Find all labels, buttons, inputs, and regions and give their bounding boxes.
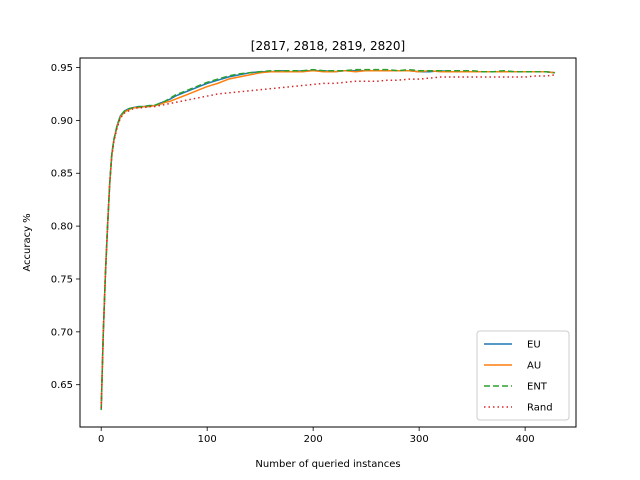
- legend-label-rand: Rand: [527, 403, 553, 414]
- x-ticks: 0 100 200 300 400: [98, 427, 535, 445]
- y-tick-label: 0.80: [51, 222, 73, 233]
- legend: EU AU ENT Rand: [476, 330, 570, 421]
- y-tick-label: 0.70: [51, 327, 73, 338]
- y-axis-label: Accuracy %: [22, 213, 33, 271]
- y-tick-label: 0.75: [51, 274, 73, 285]
- x-tick-label: 400: [516, 434, 535, 445]
- y-tick-label: 0.90: [51, 116, 73, 127]
- series-line-rand: [100, 74, 555, 408]
- chart-title: [2817, 2818, 2819, 2820]: [251, 39, 405, 53]
- x-axis-label: Number of queried instances: [255, 459, 400, 470]
- y-tick-label: 0.65: [51, 380, 73, 391]
- legend-label-eu: EU: [527, 340, 541, 351]
- plot-lines: [100, 68, 555, 411]
- x-tick-label: 200: [304, 434, 323, 445]
- series-line-ent: [100, 68, 555, 411]
- x-tick-label: 300: [410, 434, 429, 445]
- legend-label-ent: ENT: [527, 382, 548, 393]
- legend-label-au: AU: [527, 361, 541, 372]
- y-tick-label: 0.85: [51, 169, 73, 180]
- series-line-au: [100, 69, 555, 408]
- axes-frame: [79, 57, 577, 428]
- x-tick-label: 100: [198, 434, 217, 445]
- y-ticks: 0.65 0.70 0.75 0.80 0.85 0.90 0.95: [51, 63, 80, 391]
- y-tick-label: 0.95: [51, 63, 73, 74]
- x-tick-label: 0: [98, 434, 104, 445]
- legend-box: [476, 330, 570, 421]
